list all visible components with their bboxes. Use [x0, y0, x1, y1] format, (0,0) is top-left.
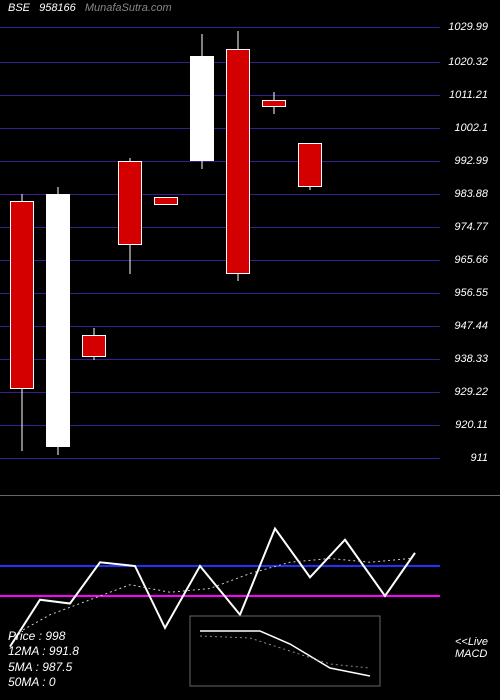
candle-body	[46, 194, 70, 448]
price-grid-label: 974.77	[454, 221, 488, 233]
candle-body	[190, 56, 214, 161]
macd-indicator-panel: <<Live MACD Price : 99812MA : 991.85MA :…	[0, 495, 500, 695]
stat-row: 5MA : 987.5	[8, 660, 79, 676]
price-grid-line	[0, 62, 440, 63]
stat-value: : 0	[42, 675, 55, 689]
price-grid-label: 992.99	[454, 155, 488, 167]
price-chart-panel: 1029.99 1020.32 1011.21 1002.1 992.99 983.88 9…	[0, 0, 500, 490]
price-grid-label: 1020.32	[448, 56, 488, 68]
stat-value: : 991.8	[42, 644, 79, 658]
candle-body	[262, 100, 286, 107]
price-grid-line	[0, 161, 440, 162]
price-grid-label: 920.11	[455, 419, 488, 431]
stat-label: 50MA	[8, 675, 42, 689]
price-grid-label: 1029.99	[448, 21, 488, 33]
price-grid-label: 956.55	[454, 287, 488, 299]
price-grid-label: 929.22	[454, 386, 488, 398]
stat-value: : 998	[39, 629, 66, 643]
live-text: <<Live	[455, 636, 488, 648]
price-grid-label: 965.66	[454, 254, 488, 266]
price-grid-line	[0, 458, 440, 459]
price-grid-label: 983.88	[454, 188, 488, 200]
chart-header: BSE 958166 MunafaSutra.com	[8, 2, 178, 14]
stock-chart-container: BSE 958166 MunafaSutra.com 1029.99 1020.3…	[0, 0, 500, 700]
price-grid-line	[0, 27, 440, 28]
stat-label: 5MA	[8, 660, 36, 674]
exchange-label: BSE	[8, 2, 30, 14]
ticker-label: 958166	[39, 2, 76, 14]
stat-label: 12MA	[8, 644, 42, 658]
stat-row: Price : 998	[8, 629, 79, 645]
price-grid-label: 1002.1	[454, 122, 488, 134]
price-grid-line	[0, 95, 440, 96]
watermark-label: MunafaSutra.com	[85, 2, 172, 14]
price-grid-label: 938.33	[454, 353, 488, 365]
candle-body	[154, 197, 178, 204]
candle-body	[10, 201, 34, 389]
candle-body	[118, 161, 142, 244]
stat-value: : 987.5	[36, 660, 73, 674]
stats-block: Price : 99812MA : 991.85MA : 987.550MA :…	[8, 629, 79, 691]
macd-text: MACD	[455, 648, 488, 660]
candle-body	[298, 143, 322, 186]
candle-body	[226, 49, 250, 274]
price-grid-label: 947.44	[454, 320, 488, 332]
price-grid-line	[0, 128, 440, 129]
price-grid-label: 911	[470, 452, 488, 464]
candle-body	[82, 335, 106, 357]
live-label-1: <<Live MACD	[455, 636, 488, 660]
stat-row: 50MA : 0	[8, 675, 79, 691]
price-grid-label: 1011.21	[449, 89, 488, 101]
stat-row: 12MA : 991.8	[8, 644, 79, 660]
stat-label: Price	[8, 629, 39, 643]
